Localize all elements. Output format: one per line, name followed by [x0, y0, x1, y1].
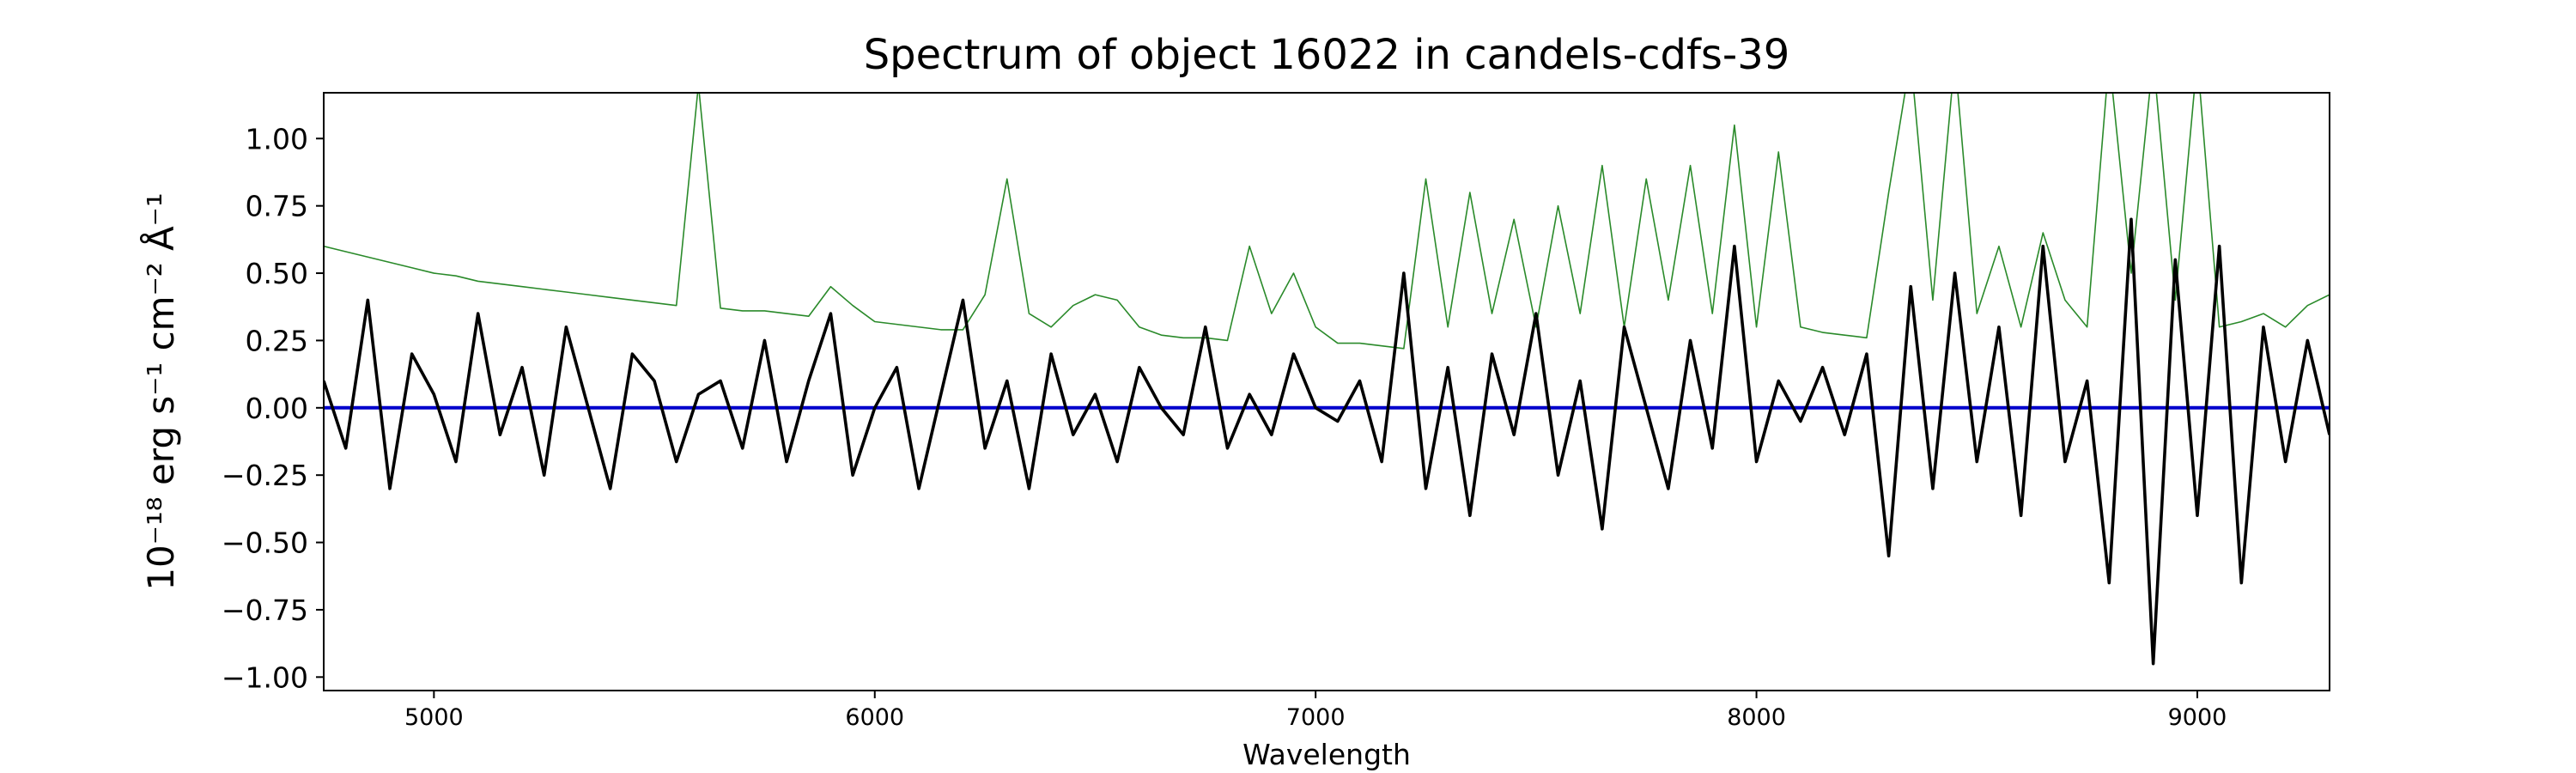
y-tick-label: −0.75	[222, 593, 308, 627]
y-tick-label: 0.50	[246, 257, 308, 290]
y-tick-label: −0.25	[222, 459, 308, 492]
x-tick-label: 6000	[845, 704, 904, 731]
y-tick-label: −0.50	[222, 526, 308, 560]
y-tick-label: 0.75	[246, 190, 308, 223]
spectrum-line	[324, 217, 2330, 666]
chart-title: Spectrum of object 16022 in candels-cdfs…	[864, 31, 1790, 79]
x-tick-label: 9000	[2168, 704, 2227, 731]
plot-lines	[324, 93, 2330, 666]
y-tick-label: 0.00	[246, 392, 308, 425]
axes: 5000 6000 7000 8000 9000 −1.00 −0.75 −0.50 −0.25…	[222, 92, 2330, 731]
y-tick-label: −1.00	[222, 660, 308, 694]
x-tick-label: 8000	[1727, 704, 1786, 731]
x-tick-label: 7000	[1286, 704, 1346, 731]
plot-frame	[323, 92, 2330, 691]
y-tick-label: 0.25	[246, 324, 308, 357]
y-tick-label: 1.00	[246, 122, 308, 155]
x-axis-label: Wavelength	[1242, 738, 1411, 771]
y-axis-label: 10⁻¹⁸ erg s⁻¹ cm⁻² Å⁻¹	[139, 192, 182, 590]
spectrum-line	[324, 93, 2330, 350]
x-tick-label: 5000	[404, 704, 464, 731]
